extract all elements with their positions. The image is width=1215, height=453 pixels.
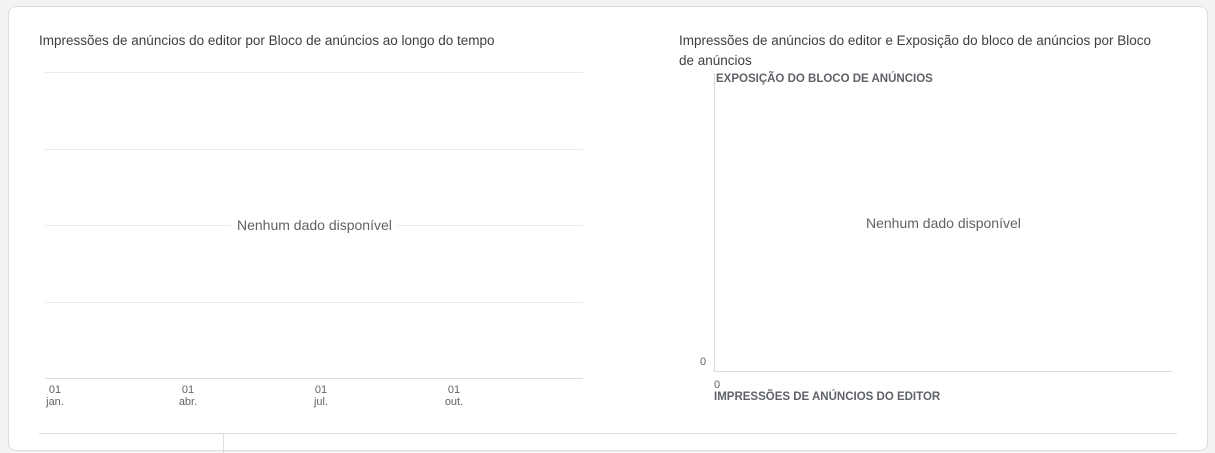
x-tick-label: 01 jan.	[46, 384, 64, 408]
gridline	[45, 302, 583, 303]
no-data-message: Nenhum dado disponível	[231, 217, 398, 233]
x-zero-label: 0	[714, 379, 721, 391]
x-tick-label: 01 jul.	[313, 384, 329, 408]
y-axis-line	[714, 73, 715, 371]
line-chart-title: Impressões de anúncios do editor por Blo…	[39, 33, 495, 48]
y-zero-label: 0	[700, 356, 707, 368]
x-tick-label: 01 out.	[444, 384, 464, 408]
table-column-divider	[223, 433, 224, 453]
x-axis-label: IMPRESSÕES DE ANÚNCIOS DO EDITOR	[714, 391, 941, 403]
x-tick-label: 01 abr.	[178, 384, 198, 408]
gridline	[45, 72, 583, 73]
gridline	[45, 149, 583, 150]
report-card: Impressões de anúncios do editor por Blo…	[8, 6, 1208, 453]
x-axis-line	[714, 371, 1172, 372]
no-data-message: Nenhum dado disponível	[860, 215, 1027, 231]
y-axis-label: EXPOSIÇÃO DO BLOCO DE ANÚNCIOS	[716, 73, 933, 85]
x-axis-line	[45, 378, 583, 379]
table-header-border	[39, 433, 1177, 434]
scatter-chart-title: Impressões de anúncios do editor e Expos…	[679, 33, 1152, 68]
